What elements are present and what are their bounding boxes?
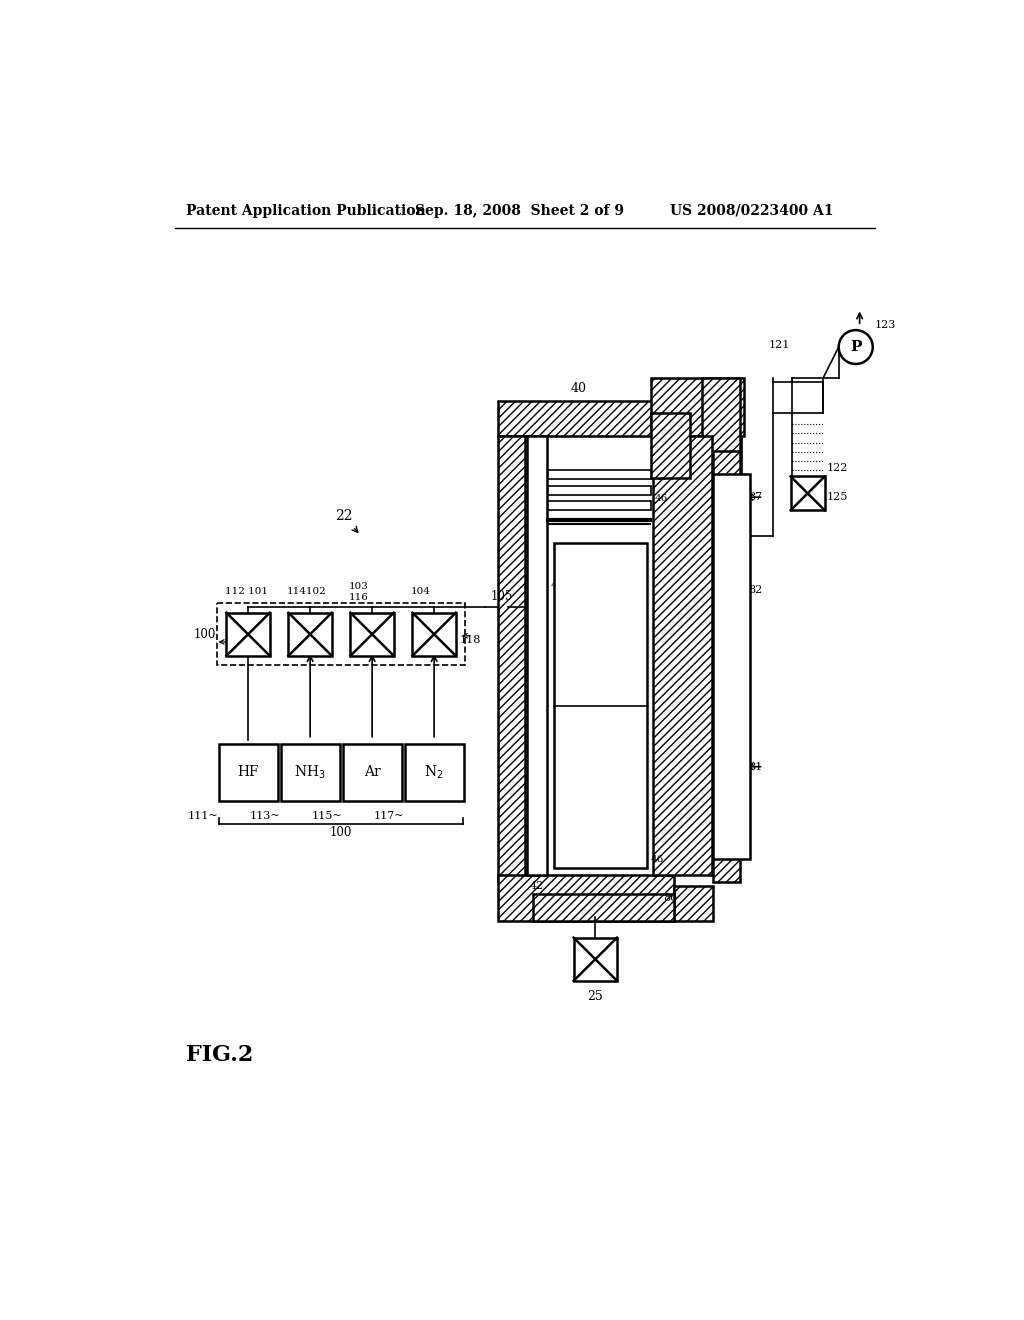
Bar: [548, 486, 651, 495]
Bar: [701, 378, 740, 451]
Text: Patent Application Publication: Patent Application Publication: [186, 203, 426, 218]
Text: 50: 50: [530, 470, 544, 479]
Bar: [350, 612, 394, 656]
Text: NH$_3$: NH$_3$: [294, 763, 326, 781]
Text: 41: 41: [550, 581, 563, 590]
Bar: [219, 743, 278, 801]
Bar: [652, 436, 712, 875]
Text: 52: 52: [530, 601, 544, 610]
Text: 41: 41: [530, 585, 544, 594]
Bar: [498, 874, 675, 921]
Bar: [573, 937, 617, 981]
Text: Sep. 18, 2008  Sheet 2 of 9: Sep. 18, 2008 Sheet 2 of 9: [415, 203, 624, 218]
Text: 122: 122: [827, 462, 849, 473]
Text: 111~: 111~: [187, 810, 218, 821]
Text: 114102: 114102: [287, 587, 327, 595]
Text: 82: 82: [748, 585, 762, 594]
Bar: [413, 612, 456, 656]
Text: 45: 45: [655, 473, 669, 482]
Bar: [343, 743, 401, 801]
Text: 100: 100: [194, 628, 216, 640]
Bar: [651, 378, 744, 436]
Bar: [527, 436, 547, 875]
Text: 115~: 115~: [311, 810, 342, 821]
Text: 113~: 113~: [249, 810, 280, 821]
Text: 81: 81: [748, 762, 762, 772]
Text: P: P: [850, 341, 861, 354]
Bar: [498, 401, 675, 436]
Text: 50(52): 50(52): [655, 454, 690, 462]
Text: 46: 46: [655, 495, 669, 503]
Text: 75: 75: [530, 554, 544, 564]
Text: 116: 116: [349, 593, 369, 602]
Text: 123: 123: [876, 321, 896, 330]
Bar: [282, 743, 340, 801]
Bar: [406, 743, 464, 801]
Text: 48: 48: [530, 462, 544, 471]
Text: 105: 105: [490, 590, 513, 603]
Circle shape: [839, 330, 872, 364]
Text: 48: 48: [530, 841, 544, 850]
Text: N$_2$: N$_2$: [424, 763, 443, 781]
Bar: [532, 894, 675, 921]
Text: 40: 40: [570, 381, 587, 395]
Text: 48: 48: [530, 531, 544, 540]
Text: 22: 22: [335, 510, 352, 524]
Text: 42: 42: [529, 880, 544, 891]
Text: 86: 86: [664, 892, 678, 903]
Bar: [651, 412, 690, 478]
Text: 52: 52: [530, 570, 544, 578]
Bar: [226, 612, 270, 656]
Text: 47: 47: [530, 543, 544, 552]
Text: 87: 87: [748, 492, 762, 502]
Bar: [548, 502, 651, 511]
Bar: [548, 470, 651, 479]
Text: 112 101: 112 101: [225, 587, 268, 595]
Text: 121: 121: [768, 339, 790, 350]
Text: 48: 48: [530, 554, 544, 564]
Bar: [713, 474, 751, 859]
Text: 46: 46: [651, 855, 665, 865]
Text: 117~: 117~: [374, 810, 403, 821]
Text: 103: 103: [349, 582, 369, 591]
Bar: [498, 436, 524, 882]
Bar: [554, 544, 647, 869]
Text: 100: 100: [330, 826, 352, 840]
Text: 118: 118: [460, 635, 481, 645]
Bar: [713, 412, 740, 882]
Text: US 2008/0223400 A1: US 2008/0223400 A1: [671, 203, 834, 218]
Text: 80: 80: [724, 660, 739, 673]
Text: 25: 25: [588, 990, 603, 1003]
Text: HF: HF: [238, 766, 259, 779]
Bar: [675, 886, 713, 921]
Bar: [791, 477, 824, 511]
Text: 125: 125: [827, 492, 849, 502]
Bar: [217, 603, 465, 665]
Bar: [289, 612, 332, 656]
Text: 104: 104: [411, 587, 431, 595]
Text: FIG.2: FIG.2: [186, 1044, 254, 1067]
Text: W: W: [534, 510, 544, 519]
Text: Ar: Ar: [364, 766, 381, 779]
